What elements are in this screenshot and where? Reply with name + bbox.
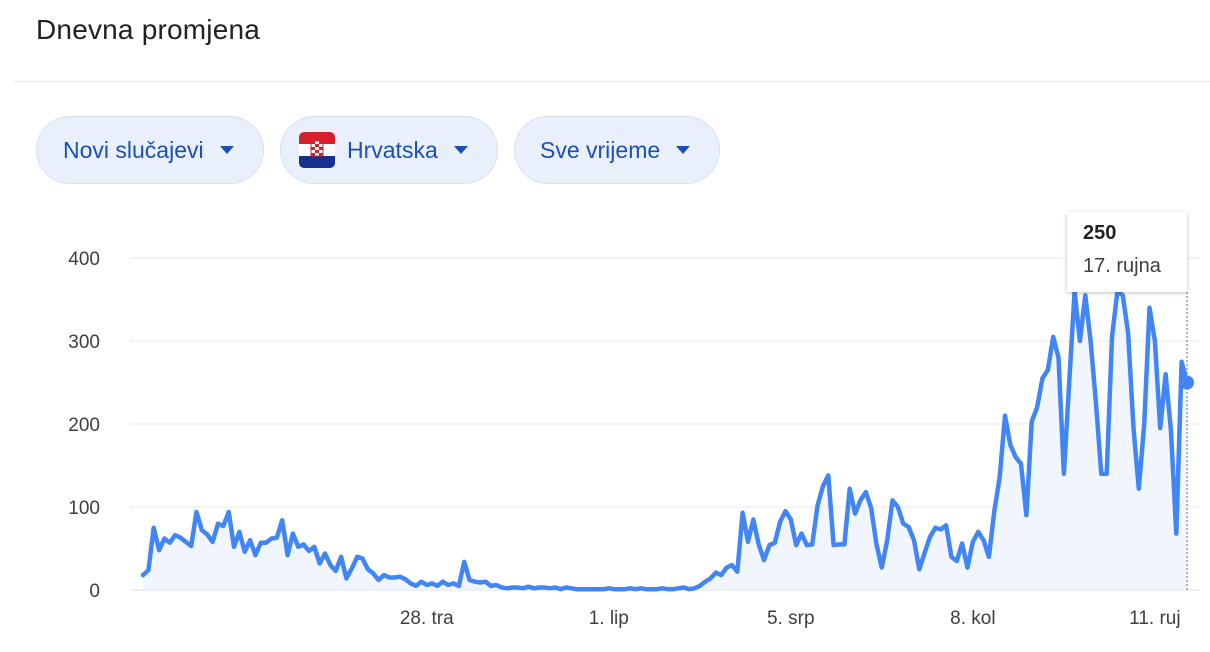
metric-dropdown-label: Novi slučajevi xyxy=(63,136,204,163)
y-tick-label: 100 xyxy=(68,498,100,519)
highlight-point[interactable] xyxy=(1180,375,1194,390)
time-range-dropdown-label: Sve vrijeme xyxy=(540,136,661,163)
chart-tooltip: 250 17. rujna xyxy=(1067,212,1187,292)
x-tick-label: 1. lip xyxy=(589,608,629,629)
y-tick-label: 300 xyxy=(68,332,100,353)
y-tick-label: 400 xyxy=(68,249,100,270)
x-tick-label: 11. ruj xyxy=(1129,608,1180,629)
x-tick-label: 28. tra xyxy=(400,608,454,629)
croatia-flag-icon xyxy=(299,132,335,168)
caret-down-icon xyxy=(676,146,691,154)
caret-down-icon xyxy=(453,146,468,154)
header-divider xyxy=(14,81,1210,82)
y-tick-label: 0 xyxy=(89,581,100,602)
series-line xyxy=(140,288,1190,592)
page-title: Dnevna promjena xyxy=(36,14,261,45)
region-dropdown-label: Hrvatska xyxy=(347,136,438,163)
tooltip-date: 17. rujna xyxy=(1083,255,1161,277)
x-tick-label: 8. kol xyxy=(950,608,995,629)
caret-down-icon xyxy=(219,146,234,154)
region-dropdown[interactable]: Hrvatska xyxy=(280,116,498,184)
x-tick-label: 5. srp xyxy=(767,608,815,629)
y-tick-label: 200 xyxy=(68,415,100,436)
metric-dropdown[interactable]: Novi slučajevi xyxy=(36,116,264,184)
tooltip-value: 250 xyxy=(1083,222,1117,244)
time-range-dropdown[interactable]: Sve vrijeme xyxy=(514,116,720,184)
